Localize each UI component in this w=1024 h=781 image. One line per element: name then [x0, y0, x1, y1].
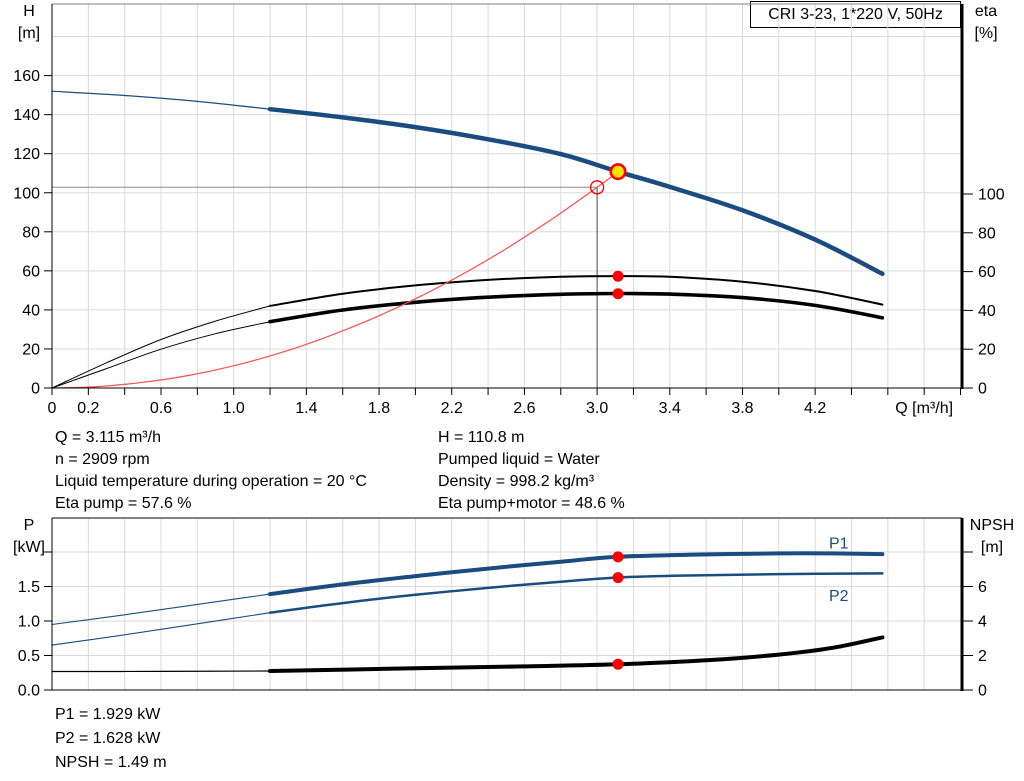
x-axis-title: Q [m³/h]	[895, 400, 953, 417]
top-right-axis-unit: [%]	[974, 25, 998, 42]
result-density: Density = 998.2 kg/m³	[438, 473, 595, 490]
right-axis-tick-label: 100	[978, 187, 1005, 204]
x-axis-tick-label: 2.6	[513, 400, 535, 417]
right-axis-tick-label: 6	[978, 579, 987, 596]
top-right-axis-title: eta	[974, 3, 998, 20]
system-curve	[51, 171, 619, 389]
left-axis-tick-label: 0.0	[18, 683, 40, 700]
right-axis-tick-label: 40	[978, 303, 996, 320]
p1-point[interactable]	[612, 551, 624, 563]
result-speed: n = 2909 rpm	[55, 451, 150, 468]
requested-duty-point[interactable]	[589, 180, 605, 195]
bottom-left-axis-title: P	[23, 517, 35, 534]
right-axis-tick-label: 2	[978, 648, 987, 665]
left-axis-tick-label: 0.5	[18, 648, 40, 665]
left-axis-tick-label: 160	[13, 68, 40, 85]
left-axis-tick-label: 60	[22, 263, 40, 280]
result-liquid-temp: Liquid temperature during operation = 20…	[55, 473, 367, 490]
x-axis-tick-label: 0	[48, 400, 57, 417]
eta-pump-curve	[269, 275, 884, 307]
p1-curve	[268, 551, 885, 597]
right-axis-tick-label: 4	[978, 614, 987, 631]
left-axis-tick-label: 1.5	[18, 579, 40, 596]
top-left-axis-title: H	[23, 3, 35, 20]
bottom-right-axis-title: NPSH	[969, 517, 1015, 534]
eta-pump-motor-curve	[51, 321, 271, 389]
left-axis-tick-label: 100	[13, 185, 40, 202]
right-axis-tick-label: 0	[978, 381, 987, 398]
p1-curve-label: P1	[829, 536, 849, 553]
bottom-left-axis-unit: [kW]	[13, 539, 45, 556]
eta-pump-motor-curve	[268, 291, 885, 324]
bottom-right-axis-unit: [m]	[980, 539, 1004, 556]
p2-curve	[268, 572, 884, 614]
left-axis-tick-label: 1.0	[18, 614, 40, 631]
result-eta-pump: Eta pump = 57.6 %	[55, 495, 192, 512]
x-axis-tick-label: 4.2	[804, 400, 826, 417]
x-axis-tick-label: 3.8	[731, 400, 753, 417]
eta-pump-curve	[51, 305, 271, 389]
right-axis-tick-label: 60	[978, 264, 996, 281]
right-axis-tick-label: 20	[978, 342, 996, 359]
p2-curve	[51, 612, 271, 646]
pump-title-box: CRI 3-23, 1*220 V, 50Hz	[750, 1, 961, 28]
h-curve	[51, 90, 271, 110]
x-axis-tick-label: 1.8	[368, 400, 390, 417]
x-axis-tick-label: 2.2	[441, 400, 463, 417]
duty-point[interactable]	[609, 163, 627, 181]
result-eta-pump-motor: Eta pump+motor = 48.6 %	[438, 495, 625, 512]
left-axis-tick-label: 140	[13, 107, 40, 124]
p2-curve-label: P2	[829, 588, 849, 605]
left-axis-tick-label: 20	[22, 341, 40, 358]
x-axis-tick-label: 1.0	[223, 400, 245, 417]
left-axis-tick-label: 40	[22, 302, 40, 319]
h-curve	[267, 106, 885, 277]
npsh-curve	[268, 635, 885, 673]
x-axis-tick-label: 3.4	[659, 400, 681, 417]
right-axis-tick-label: 80	[978, 225, 996, 242]
p1-curve	[51, 593, 271, 626]
top-left-axis-unit: [m]	[17, 25, 41, 42]
eta-pump-motor-point[interactable]	[612, 288, 624, 300]
x-axis-tick-label: 0.6	[150, 400, 172, 417]
result-p1: P1 = 1.929 kW	[55, 706, 161, 723]
x-axis-tick-label: 0.2	[77, 400, 99, 417]
result-h: H = 110.8 m	[438, 429, 525, 446]
result-p2: P2 = 1.628 kW	[55, 730, 161, 747]
left-axis-tick-label: 120	[13, 146, 40, 163]
result-pumped-liquid: Pumped liquid = Water	[438, 451, 600, 468]
x-axis-tick-label: 1.4	[295, 400, 317, 417]
eta-pump-point[interactable]	[612, 270, 624, 282]
left-axis-tick-label: 80	[22, 224, 40, 241]
npsh-curve	[51, 670, 271, 673]
p2-point[interactable]	[612, 572, 624, 584]
left-axis-tick-label: 0	[31, 381, 40, 398]
x-axis-tick-label: 3.0	[586, 400, 608, 417]
right-axis-tick-label: 0	[978, 683, 987, 700]
result-npsh: NPSH = 1.49 m	[55, 754, 167, 771]
result-q: Q = 3.115 m³/h	[55, 429, 161, 446]
npsh-point[interactable]	[612, 658, 624, 670]
